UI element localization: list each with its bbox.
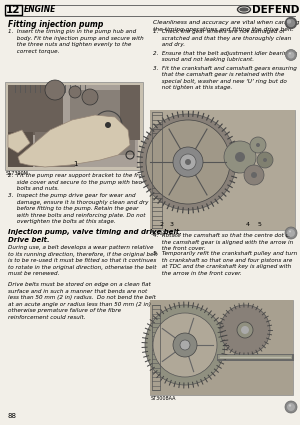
Circle shape xyxy=(289,404,291,407)
FancyBboxPatch shape xyxy=(150,300,293,395)
FancyBboxPatch shape xyxy=(150,110,295,230)
Text: ST3008AA: ST3008AA xyxy=(151,396,176,401)
FancyBboxPatch shape xyxy=(4,5,22,14)
Text: Cleanliness and accuracy are vital when carrying out
the timing operations and f: Cleanliness and accuracy are vital when … xyxy=(153,20,300,31)
FancyBboxPatch shape xyxy=(8,85,138,167)
Circle shape xyxy=(257,152,273,168)
Text: Drive belts must be stored on edge on a clean flat
surface and in such a manner : Drive belts must be stored on edge on a … xyxy=(8,282,156,320)
Text: 1.  Check the gear wheels are not damaged or
     scratched and that they are th: 1. Check the gear wheels are not damaged… xyxy=(153,29,291,47)
Circle shape xyxy=(287,20,290,23)
Polygon shape xyxy=(8,130,30,153)
Polygon shape xyxy=(18,115,130,167)
FancyBboxPatch shape xyxy=(150,300,293,395)
Text: 3.  Inspect the pump drive gear for wear and
     damage, ensure it is thoroughl: 3. Inspect the pump drive gear for wear … xyxy=(8,193,148,224)
Circle shape xyxy=(241,326,249,334)
FancyBboxPatch shape xyxy=(35,132,75,167)
Circle shape xyxy=(285,227,297,239)
Circle shape xyxy=(250,137,266,153)
FancyBboxPatch shape xyxy=(150,110,295,230)
Circle shape xyxy=(69,86,81,98)
Circle shape xyxy=(82,89,98,105)
Text: Drive belt.: Drive belt. xyxy=(8,237,50,243)
Circle shape xyxy=(145,305,225,385)
Text: 5: 5 xyxy=(258,222,262,227)
Text: 3.  Fit the crankshaft and camshaft gears ensuring
     that the camshaft gear i: 3. Fit the crankshaft and camshaft gears… xyxy=(153,65,297,90)
Circle shape xyxy=(173,147,203,177)
Text: 4: 4 xyxy=(246,222,250,227)
Text: Fitting injection pump: Fitting injection pump xyxy=(8,20,103,29)
Circle shape xyxy=(180,340,190,350)
Circle shape xyxy=(220,305,270,355)
Circle shape xyxy=(286,17,296,28)
FancyBboxPatch shape xyxy=(70,90,135,155)
Text: 1.  Insert the timing pin in the pump hub and
     body. Fit the injection pump : 1. Insert the timing pin in the pump hub… xyxy=(8,29,144,54)
Text: 12: 12 xyxy=(6,5,20,14)
Circle shape xyxy=(286,49,296,60)
Circle shape xyxy=(287,403,295,411)
Circle shape xyxy=(237,322,253,338)
Text: During use, a belt develops a wear pattern relative
to its running direction, th: During use, a belt develops a wear patte… xyxy=(8,245,158,276)
Circle shape xyxy=(287,229,295,237)
Ellipse shape xyxy=(239,7,249,12)
Text: 5.  Temporarily refit the crankshaft pulley and turn
     th crankshaft so that : 5. Temporarily refit the crankshaft pull… xyxy=(153,251,297,276)
Circle shape xyxy=(153,313,217,377)
Text: 2: 2 xyxy=(160,222,164,227)
Text: S17390M: S17390M xyxy=(6,171,29,176)
FancyBboxPatch shape xyxy=(120,85,140,140)
Circle shape xyxy=(289,230,291,232)
Text: 4.  Rotate the camshaft so that the centre dot on
     the camshaft gear is alig: 4. Rotate the camshaft so that the centr… xyxy=(153,233,293,251)
Circle shape xyxy=(173,333,197,357)
Ellipse shape xyxy=(240,8,248,11)
Text: 3: 3 xyxy=(170,222,174,227)
Circle shape xyxy=(251,172,257,178)
Ellipse shape xyxy=(238,6,250,13)
Circle shape xyxy=(146,120,230,204)
Text: DEFENDER: DEFENDER xyxy=(252,5,300,14)
Text: ST3007M: ST3007M xyxy=(151,231,174,236)
Circle shape xyxy=(45,80,65,100)
Circle shape xyxy=(287,20,295,26)
Circle shape xyxy=(244,165,264,185)
Circle shape xyxy=(105,122,111,128)
Circle shape xyxy=(289,53,291,54)
Text: 2.  Fit the pump rear support bracket to the front
     side cover and secure to: 2. Fit the pump rear support bracket to … xyxy=(8,173,148,191)
Circle shape xyxy=(224,141,256,173)
FancyBboxPatch shape xyxy=(8,132,33,167)
Circle shape xyxy=(235,152,245,162)
Circle shape xyxy=(287,51,295,59)
Text: ENGINE: ENGINE xyxy=(24,5,56,14)
Text: Injection pump, valve timing and drive belt.: Injection pump, valve timing and drive b… xyxy=(8,229,182,235)
Text: 2.  Ensure that the belt adjustment idler bearing is
     sound and not leaking : 2. Ensure that the belt adjustment idler… xyxy=(153,51,297,62)
Circle shape xyxy=(285,401,297,413)
Circle shape xyxy=(185,159,191,165)
Circle shape xyxy=(140,114,236,210)
Circle shape xyxy=(263,158,267,162)
FancyBboxPatch shape xyxy=(5,82,143,170)
Circle shape xyxy=(256,143,260,147)
Text: 1: 1 xyxy=(73,161,77,167)
FancyBboxPatch shape xyxy=(8,85,63,135)
Text: 88: 88 xyxy=(8,413,17,419)
Circle shape xyxy=(180,154,196,170)
